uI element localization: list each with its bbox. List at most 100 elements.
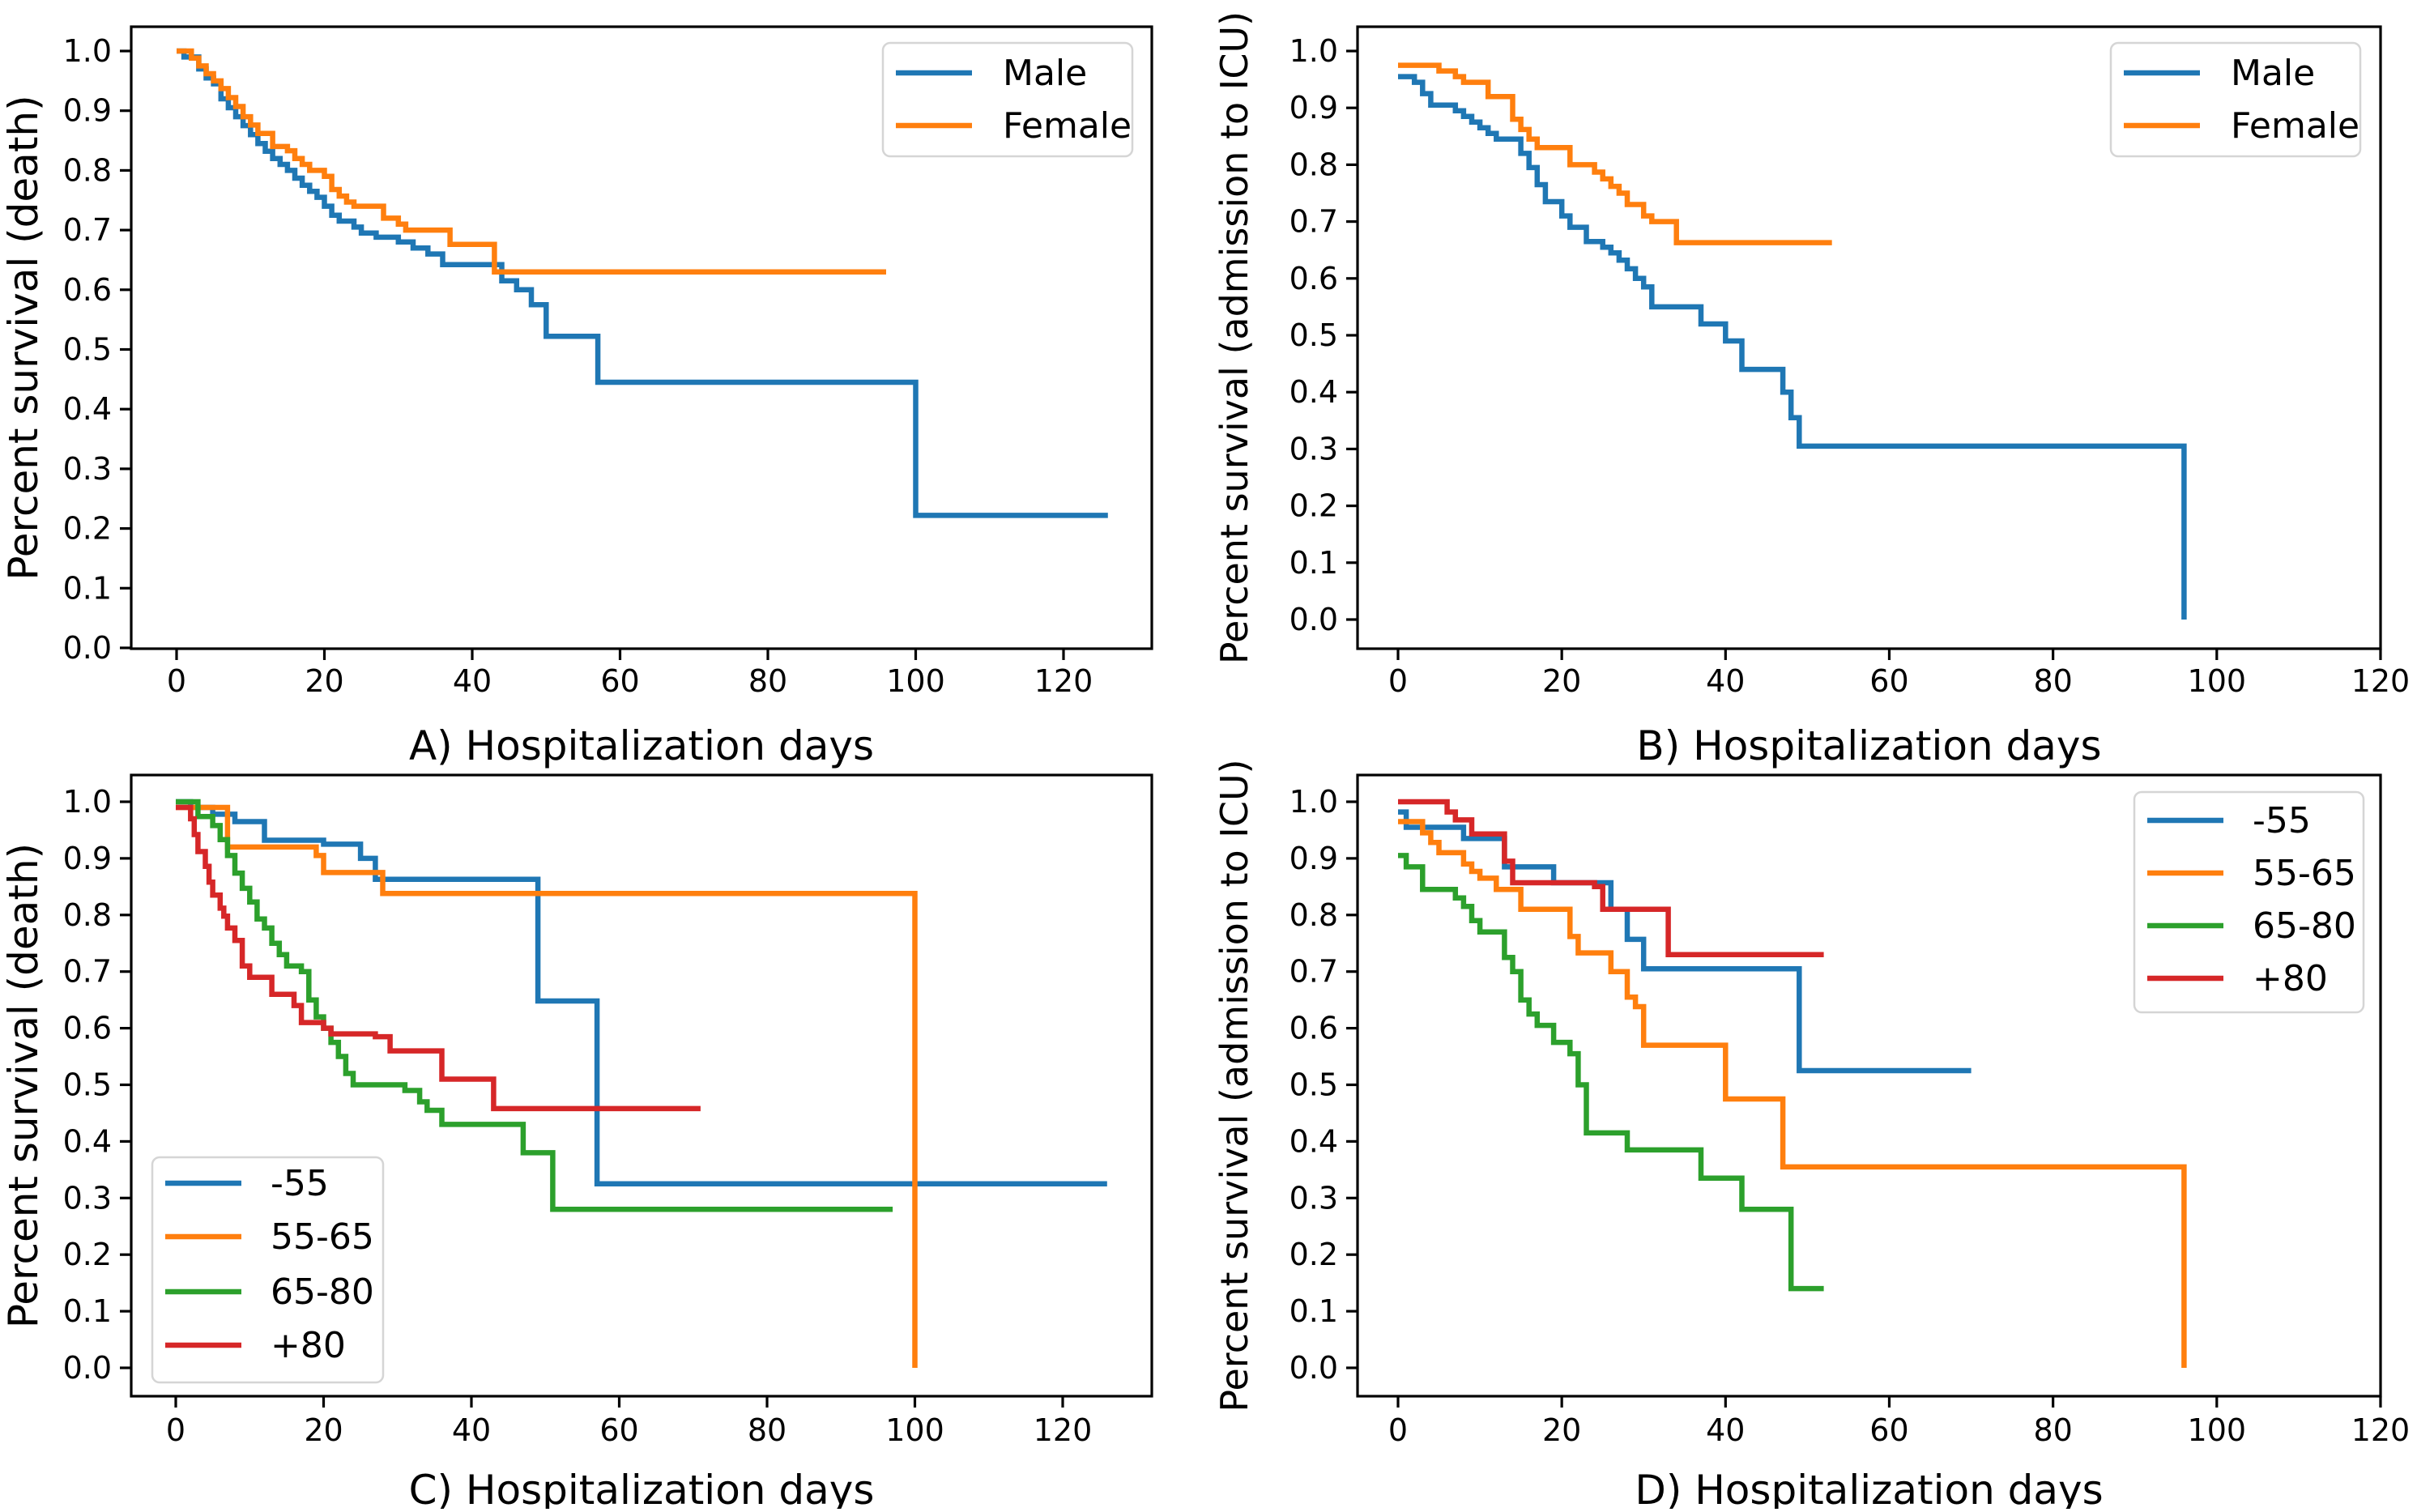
panel-b-y-tick-label: 0.4: [1289, 374, 1338, 410]
panel-d-legend-item-65-80: 65-80: [2147, 905, 2356, 947]
panel-d-curve-55-65: [1398, 819, 2187, 1368]
panel-a-y-tick-label: 1.0: [63, 33, 112, 69]
panel-b-spines: [1356, 25, 2382, 650]
panel-a: 0 20 40 60 80 100 1200.00.10.20.30.40.50.60.70…: [0, 25, 1153, 769]
panel-c-legend-box: [151, 1156, 385, 1384]
panel-d-ylabel: Percent survival (admission to ICU): [1213, 759, 1256, 1412]
panel-d-legend: -55 55-65 65-80 +80: [2133, 790, 2365, 1014]
panel-b-x-tick-label: 120: [2351, 663, 2411, 699]
panel-a-x-tick-label: 100: [886, 663, 945, 699]
panel-c-x-tick-label: 80: [748, 1412, 786, 1448]
panel-b-y-tick-label: 0.0: [1289, 602, 1338, 637]
panel-c-x-tick-label: 0: [166, 1412, 185, 1448]
panel-b-legend-label-male: Male: [2231, 53, 2315, 94]
panel-d-x-tick-label: 20: [1542, 1412, 1581, 1448]
panel-c-x-axis: 0 20 40 60 80 100 120: [166, 1396, 1092, 1448]
panel-b-y-tick-label: 0.7: [1289, 204, 1338, 240]
panel-b-y-tick-label: 0.1: [1289, 545, 1338, 581]
panel-c-y-tick-label: 0.7: [63, 954, 112, 990]
panel-c-y-axis: 0.0 0.1 0.2 0.3 0.4 0.5 0.6 0.7 0.8 0.9 1.0: [63, 784, 131, 1386]
panel-b-y-tick-label: 1.0: [1289, 33, 1338, 69]
panel-a-spines: [130, 25, 1153, 650]
panel-c-y-tick-label: 1.0: [63, 784, 112, 820]
panel-d-curve-plus80: [1398, 799, 1824, 957]
panel-d: 0 20 40 60 80 100 1200.00.10.20.30.40.50.60.70…: [1213, 759, 2410, 1512]
panel-c-x-tick-label: 100: [885, 1412, 944, 1448]
panel-c-y-tick-label: 0.4: [63, 1123, 112, 1159]
panel-d-x-tick-label: 40: [1706, 1412, 1745, 1448]
panel-d-x-tick-label: 0: [1388, 1412, 1408, 1448]
panel-c-legend-item-plus80: +80: [165, 1325, 346, 1366]
panel-a-y-tick-label: 0.1: [63, 570, 112, 606]
panel-a-xlabel: A) Hospitalization days: [409, 722, 874, 769]
panel-c-legend-item-55: -55: [165, 1163, 329, 1204]
panel-a-y-axis: 0.0 0.1 0.2 0.3 0.4 0.5 0.6 0.7 0.8 0.9 1.0: [63, 33, 131, 666]
panel-b-x-tick-label: 20: [1542, 663, 1581, 699]
panel-b-ylabel: Percent survival (admission to ICU): [1213, 11, 1256, 664]
panel-d-legend-item-55: -55: [2147, 800, 2311, 841]
panel-a-y-tick-label: 0.3: [63, 451, 112, 487]
panel-c-y-tick-label: 0.5: [63, 1067, 112, 1103]
panel-a-legend-label-male: Male: [1003, 53, 1087, 94]
panel-b-x-tick-label: 40: [1706, 663, 1745, 699]
panel-d-y-tick-label: 0.3: [1289, 1180, 1338, 1216]
panel-d-y-tick-label: 0.1: [1289, 1293, 1338, 1329]
panel-d-x-tick-label: 80: [2033, 1412, 2072, 1448]
panel-b-y-tick-label: 0.2: [1289, 488, 1338, 524]
panel-a-y-tick-label: 0.6: [63, 272, 112, 308]
panel-c-curve-plus80: [176, 804, 701, 1112]
panel-d-y-tick-label: 0.4: [1289, 1123, 1338, 1159]
panel-b-y-tick-label: 0.3: [1289, 431, 1338, 466]
panel-a-y-tick-label: 0.2: [63, 511, 112, 547]
panel-c-curve-55-65: [176, 804, 918, 1368]
panel-d-xlabel: D) Hospitalization days: [1635, 1467, 2103, 1509]
panel-b-xlabel: B) Hospitalization days: [1636, 722, 2101, 769]
panel-a-x-tick-label: 80: [748, 663, 787, 699]
panel-c-legend-label-55: -55: [271, 1163, 329, 1204]
panel-d-y-tick-label: 0.6: [1289, 1011, 1338, 1046]
panel-b-x-tick-label: 60: [1869, 663, 1908, 699]
panel-a-legend-item-male: Male: [896, 53, 1087, 94]
panel-b-y-tick-label: 0.8: [1289, 147, 1338, 182]
panel-d-legend-label-plus80: +80: [2253, 958, 2328, 999]
panel-c-y-tick-label: 0.2: [63, 1237, 112, 1272]
panel-b-legend-item-male: Male: [2124, 53, 2315, 94]
panel-c-legend-label-55-65: 55-65: [271, 1216, 374, 1258]
panel-d-y-tick-label: 1.0: [1289, 784, 1338, 820]
panel-c-y-tick-label: 0.6: [63, 1011, 112, 1046]
panel-d-y-tick-label: 0.9: [1289, 841, 1338, 876]
panel-b-legend-label-female: Female: [2231, 105, 2359, 147]
panel-a-y-tick-label: 0.7: [63, 212, 112, 248]
panel-c-y-tick-label: 0.3: [63, 1180, 112, 1216]
panel-d-x-tick-label: 60: [1869, 1412, 1908, 1448]
panel-a-y-tick-label: 0.5: [63, 332, 112, 368]
panel-a-legend-item-female: Female: [896, 105, 1132, 147]
panel-a-y-tick-label: 0.8: [63, 152, 112, 188]
panel-d-legend-label-65-80: 65-80: [2253, 905, 2356, 947]
panel-a-legend: Male Female: [881, 41, 1134, 158]
panel-a-x-tick-label: 0: [167, 663, 186, 699]
panel-d-x-axis: 0 20 40 60 80 100 120: [1388, 1396, 2410, 1448]
panel-c-y-tick-label: 0.1: [63, 1293, 112, 1329]
panel-d-legend-item-plus80: +80: [2147, 958, 2328, 999]
panel-c-y-tick-label: 0.0: [63, 1350, 112, 1386]
panel-d-legend-label-55: -55: [2253, 800, 2311, 841]
panel-a-y-tick-label: 0.0: [63, 630, 112, 666]
panel-a-ylabel: Percent survival (death): [0, 95, 47, 580]
panel-c-legend-item-65-80: 65-80: [165, 1271, 374, 1313]
panel-c-x-tick-label: 120: [1034, 1412, 1093, 1448]
panel-b-curve-female: [1398, 62, 1832, 245]
panel-d-y-tick-label: 0.7: [1289, 954, 1338, 990]
panel-d-x-tick-label: 100: [2188, 1412, 2247, 1448]
panel-a-y-tick-label: 0.9: [63, 93, 112, 129]
panel-c: 0 20 40 60 80 100 1200.00.10.20.30.40.50.60.70…: [0, 773, 1153, 1512]
panel-b-legend: Male Female: [2109, 41, 2362, 158]
panel-b-x-axis: 0 20 40 60 80 100 120: [1388, 649, 2410, 699]
panel-b-y-axis: 0.0 0.1 0.2 0.3 0.4 0.5 0.6 0.7 0.8 0.9 1.0: [1289, 33, 1358, 637]
panel-b-y-tick-label: 0.5: [1289, 317, 1338, 353]
panel-a-legend-label-female: Female: [1003, 105, 1132, 147]
panel-a-x-tick-label: 60: [600, 663, 639, 699]
panel-c-legend-item-55-65: 55-65: [165, 1216, 374, 1258]
panel-a-x-tick-label: 120: [1034, 663, 1093, 699]
